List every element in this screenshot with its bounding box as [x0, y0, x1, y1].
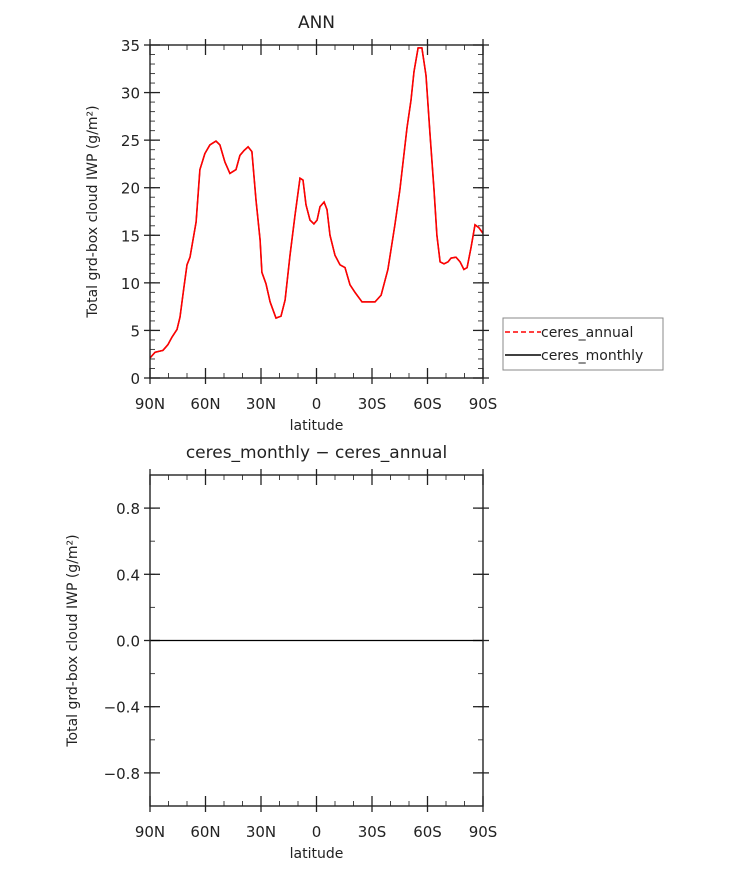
y-tick-label: 25	[121, 132, 140, 150]
x-tick-label: 60S	[413, 395, 442, 413]
plot-frame	[149, 474, 484, 807]
y-tick-label: 10	[121, 275, 140, 293]
y-tick-label: 0	[130, 370, 140, 388]
x-tick-label: 90S	[469, 823, 498, 841]
plot-frame	[149, 44, 484, 379]
y-axis-label: Total grd-box cloud IWP (g/m²)	[65, 534, 81, 747]
y-tick-label: −0.8	[104, 765, 140, 783]
y-tick-label: 0.0	[116, 633, 140, 651]
x-tick-label: 30N	[246, 823, 276, 841]
legend-box	[502, 317, 664, 371]
x-tick-label: 90N	[135, 395, 165, 413]
y-tick-label: −0.4	[104, 699, 140, 717]
series-line-ceres_monthly	[149, 47, 484, 359]
legend: ceres_annual ceres_monthly	[502, 317, 664, 371]
x-tick-label: 90S	[469, 395, 498, 413]
x-tick-label: 90N	[135, 823, 165, 841]
legend-label-ceres_monthly: ceres_monthly	[541, 348, 643, 364]
x-tick-label: 60N	[190, 395, 220, 413]
legend-label-ceres_annual: ceres_annual	[541, 325, 633, 341]
plot-panel-2: ceres_monthly − ceres_annual 0.8 0.4 0.0 −0.…	[65, 443, 497, 862]
x-axis-label: latitude	[290, 846, 344, 862]
y-tick-label: 0.8	[116, 500, 140, 518]
y-tick-label: 20	[121, 180, 140, 198]
y-tick-label: 0.4	[116, 566, 140, 584]
plot-panel-1: ANN 0 5 10 15 20 25 30 35 90N 60N 30N 0 30S 60S 90S lati…	[85, 13, 497, 434]
x-tick-label: 60N	[190, 823, 220, 841]
x-axis-label: latitude	[290, 418, 344, 434]
chart-title: ceres_monthly − ceres_annual	[186, 443, 447, 463]
series-line-ceres_annual	[149, 47, 484, 359]
x-tick-label: 60S	[413, 823, 442, 841]
x-tick-label: 30S	[358, 395, 387, 413]
x-tick-label: 0	[312, 395, 322, 413]
x-tick-label: 30N	[246, 395, 276, 413]
y-tick-label: 35	[121, 37, 140, 55]
chart-title: ANN	[298, 13, 335, 33]
y-axis-label: Total grd-box cloud IWP (g/m²)	[85, 105, 101, 318]
x-tick-label: 0	[312, 823, 322, 841]
x-tick-label: 30S	[358, 823, 387, 841]
y-tick-label: 15	[121, 227, 140, 245]
y-tick-label: 30	[121, 85, 140, 103]
y-tick-label: 5	[130, 322, 140, 340]
